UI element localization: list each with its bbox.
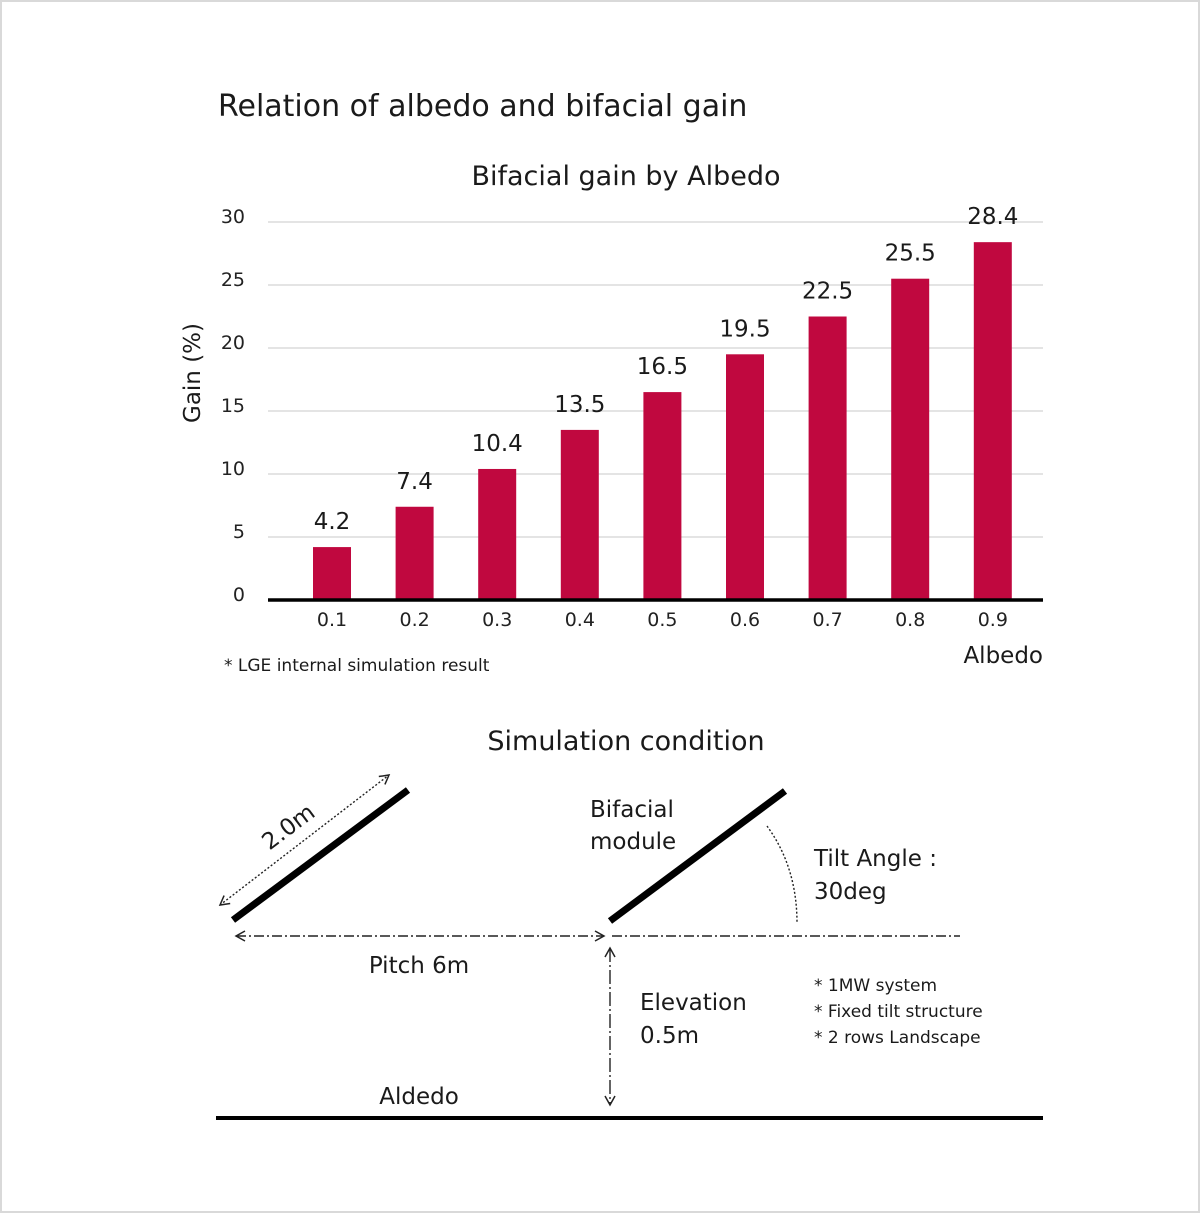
chart-title: Bifacial gain by Albedo <box>471 161 780 192</box>
y-tick-label: 20 <box>221 332 245 354</box>
bar-0.6 <box>726 354 764 600</box>
x-axis-ticks: 0.1 0.2 0.3 0.4 0.5 0.6 0.7 0.8 0.9 <box>317 609 1008 631</box>
figure-title: Relation of albedo and bifacial gain <box>218 89 747 124</box>
module-label-line2: module <box>590 829 676 855</box>
bar-0.7 <box>808 316 847 600</box>
module-label-line1: Bifacial <box>590 797 674 823</box>
y-tick-label: 25 <box>221 269 245 291</box>
x-tick-label: 0.2 <box>399 609 429 631</box>
data-label: 25.5 <box>885 241 936 267</box>
tilt-angle-arc <box>766 825 798 924</box>
bar-0.2 <box>395 506 434 600</box>
note-2-rows-landscape: * 2 rows Landscape <box>814 1028 981 1048</box>
bar-0.9 <box>973 242 1012 600</box>
y-tick-label: 30 <box>221 206 245 228</box>
note-fixed-tilt: * Fixed tilt structure <box>814 1002 983 1022</box>
simulation-diagram: Simulation condition 2.0m Bifacial modul… <box>216 726 1043 1120</box>
note-1mw-system: * 1MW system <box>814 976 937 996</box>
x-tick-label: 0.9 <box>978 609 1008 631</box>
y-tick-label: 10 <box>221 458 245 480</box>
data-label: 28.4 <box>967 204 1018 230</box>
elevation-label-line1: Elevation <box>640 990 747 1016</box>
chart-footnote: * LGE internal simulation result <box>224 656 490 676</box>
x-tick-label: 0.6 <box>730 609 760 631</box>
pitch-label: Pitch 6m <box>369 953 469 979</box>
simulation-title: Simulation condition <box>487 726 764 757</box>
right-module-panel <box>607 788 788 924</box>
x-tick-label: 0.1 <box>317 609 347 631</box>
data-label: 7.4 <box>396 469 433 495</box>
length-dimension-arrow-tail <box>218 895 231 906</box>
ground-label: Aldedo <box>379 1084 459 1110</box>
length-dimension-arrow <box>219 774 391 906</box>
chart-bars <box>313 242 1012 600</box>
y-axis-ticks: 0 5 10 15 20 25 30 <box>221 206 245 606</box>
data-labels: 4.2 7.4 10.4 13.5 16.5 19.5 22.5 25.5 28.4 <box>314 204 1019 535</box>
bar-0.5 <box>643 392 682 600</box>
x-axis-label: Albedo <box>963 643 1043 669</box>
data-label: 10.4 <box>472 431 523 457</box>
data-label: 22.5 <box>802 279 853 305</box>
bar-chart: Bifacial gain by Albedo 0 5 10 15 20 25 30 Gai… <box>180 161 1043 676</box>
tilt-label-line2: 30deg <box>814 879 887 905</box>
y-axis-label: Gain (%) <box>180 323 206 423</box>
x-tick-label: 0.7 <box>812 609 842 631</box>
bar-0.1 <box>313 547 351 600</box>
data-label: 13.5 <box>554 392 605 418</box>
elevation-label-line2: 0.5m <box>640 1023 699 1049</box>
x-tick-label: 0.4 <box>565 609 595 631</box>
left-module-panel <box>230 787 411 923</box>
x-tick-label: 0.3 <box>482 609 512 631</box>
tilt-label-line1: Tilt Angle : <box>813 846 937 872</box>
bar-0.8 <box>891 278 930 600</box>
y-tick-label: 5 <box>233 521 245 543</box>
y-tick-label: 0 <box>233 584 245 606</box>
x-tick-label: 0.5 <box>647 609 677 631</box>
data-label: 4.2 <box>314 509 351 535</box>
data-label: 19.5 <box>719 316 770 342</box>
length-label: 2.0m <box>257 799 320 855</box>
bar-0.4 <box>560 429 599 600</box>
bar-0.3 <box>478 468 517 600</box>
x-tick-label: 0.8 <box>895 609 925 631</box>
y-tick-label: 15 <box>221 395 245 417</box>
data-label: 16.5 <box>637 354 688 380</box>
